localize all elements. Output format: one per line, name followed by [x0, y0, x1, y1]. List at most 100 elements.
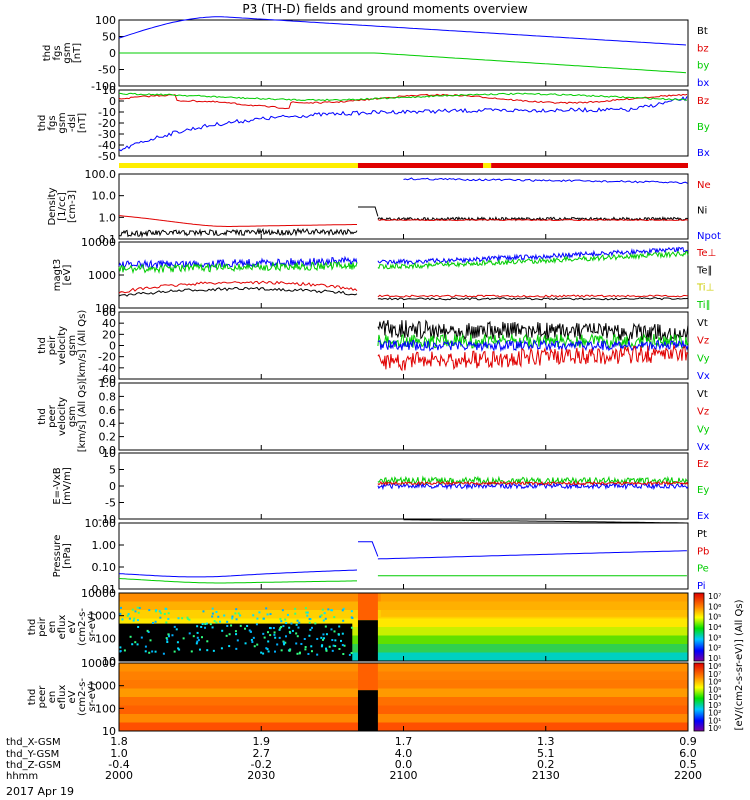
- spectrogram-speck: [134, 641, 137, 644]
- spectrogram-speck: [166, 641, 169, 644]
- trace-by: [119, 52, 687, 74]
- spectrogram-speck: [327, 608, 330, 611]
- spectrogram-speck: [294, 607, 297, 610]
- spectrogram-speck: [266, 613, 269, 616]
- panel-ylabel-line: [eV]: [62, 265, 73, 286]
- spectrogram-speck: [334, 639, 337, 642]
- spectrogram-speck: [280, 625, 283, 628]
- spectrogram-speck: [321, 608, 324, 611]
- trace-pt: [403, 519, 686, 524]
- panel-fgs_gsm_dsl: 100-10-20-30-40-50 thdfgsgsm-dsl[nT] Bz By B…: [37, 84, 710, 163]
- panel-ylabel-line: -dsl: [67, 114, 78, 132]
- orbit-value: 2030: [247, 769, 275, 782]
- spectrogram-speck: [341, 644, 344, 647]
- spectrogram-speck: [211, 607, 214, 610]
- trace-pe: [118, 578, 357, 584]
- panel-ylabel-line: gsm: [62, 42, 73, 63]
- trace-bz: [118, 93, 688, 110]
- y-tick-label: 1000: [88, 610, 116, 623]
- spectrogram-speck: [140, 636, 143, 639]
- spectrogram-speck: [165, 621, 168, 624]
- spectrogram-speck: [320, 614, 323, 617]
- spectrogram-band: [119, 627, 688, 636]
- spectrogram-speck: [333, 630, 336, 633]
- y-tick-label: 1.0: [99, 377, 117, 390]
- spectrogram-speck: [246, 625, 249, 628]
- y-tick-label: 10.0: [92, 190, 117, 203]
- spectrogram-speck: [197, 639, 200, 642]
- spectrogram-speck: [146, 629, 149, 632]
- spectrogram-speck: [297, 626, 300, 629]
- legend-item: Ey: [697, 485, 709, 496]
- spectrogram-speck: [274, 636, 277, 639]
- y-tick-label: -5: [105, 497, 116, 510]
- spectrogram-speck: [308, 617, 311, 620]
- legend-item: Pe: [697, 564, 709, 575]
- trace-pi: [358, 541, 379, 557]
- spectrogram-speck: [202, 610, 205, 613]
- spectrogram-speck: [304, 646, 307, 649]
- spectrogram-speck: [151, 650, 154, 653]
- colorbar: [693, 592, 705, 662]
- legend-item: Bt: [697, 26, 708, 37]
- spectrogram-band: [119, 618, 688, 628]
- spectrogram-speck: [226, 624, 229, 627]
- spectrogram-speck: [280, 620, 283, 623]
- y-tick-label: -20: [98, 117, 116, 130]
- legend-item: Pt: [697, 529, 707, 540]
- y-tick-label: 0: [109, 480, 116, 493]
- spectrogram-speck: [340, 639, 343, 642]
- spectrogram-speck: [296, 619, 299, 622]
- y-tick-label: 1000: [88, 269, 116, 282]
- spectrogram-speck: [267, 650, 270, 653]
- panel-ylabel-line: [km/s] (All Qs): [77, 310, 88, 382]
- spectrogram-speck: [176, 641, 179, 644]
- spectrogram-speck: [168, 635, 171, 638]
- spectrogram-speck: [248, 629, 251, 632]
- spectrogram-speck: [258, 611, 261, 614]
- spectrogram-speck: [305, 611, 308, 614]
- state-bar-segment: [357, 163, 484, 168]
- spectrogram-speck: [235, 608, 238, 611]
- trace-bx: [118, 16, 687, 46]
- spectrogram-speck: [321, 638, 324, 641]
- spectrogram-speck: [267, 640, 270, 643]
- panel-ylabel-line: [nT]: [72, 43, 83, 63]
- spectrogram-speck: [278, 628, 281, 631]
- colorbar-tick-label: 10⁸: [708, 662, 721, 671]
- spectrogram-speck: [126, 614, 129, 617]
- orbit-value: 1.7: [395, 735, 413, 748]
- y-tick-label: 0.2: [99, 431, 117, 444]
- spectrogram-speck: [211, 612, 214, 615]
- spectrogram-speck: [269, 634, 272, 637]
- y-tick-label: 1.00: [92, 539, 117, 552]
- spectrogram-band: [119, 688, 688, 698]
- spectrogram-speck: [215, 621, 218, 624]
- legend-item: Npot: [697, 231, 721, 242]
- trace-ni: [358, 206, 379, 217]
- spectrogram-speck: [204, 622, 207, 625]
- spectrogram-gap: [357, 690, 378, 731]
- panel-ylabel-line: thd: [37, 115, 48, 132]
- legend-item: Bx: [697, 148, 710, 159]
- spectrogram-speck: [283, 643, 286, 646]
- spectrogram-speck: [167, 633, 170, 636]
- spectrogram-speck: [341, 632, 344, 635]
- spectrogram-speck: [196, 640, 199, 643]
- spectrogram-speck: [307, 652, 310, 655]
- orbit-value: 2.7: [253, 747, 271, 760]
- spectrogram-speck: [250, 638, 253, 641]
- panel-ylabel-line: eV: [67, 620, 78, 633]
- spectrogram-speck: [282, 641, 285, 644]
- legend-item: Vy: [697, 424, 710, 435]
- spectrogram-speck: [262, 632, 265, 635]
- y-tick-label: 100: [95, 632, 116, 645]
- spectrogram-speck: [295, 623, 298, 626]
- spectrogram-speck: [164, 607, 167, 610]
- spectrogram-speck: [239, 624, 242, 627]
- panel-ylabel-line: (cm2-s-: [77, 678, 88, 716]
- colorbar: [693, 662, 705, 732]
- spectrogram-speck: [136, 606, 139, 609]
- spectrogram-speck: [235, 618, 238, 621]
- orbit-row-label: thd_Z-GSM: [6, 760, 61, 771]
